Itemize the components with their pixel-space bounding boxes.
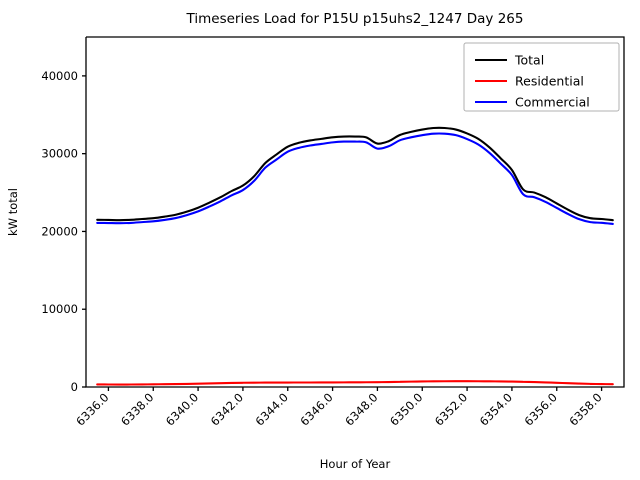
y-tick-label: 20000: [41, 224, 78, 238]
axes-spines: [85, 36, 625, 388]
y-tick-label: 10000: [41, 302, 78, 316]
y-tick-label: 0: [71, 380, 78, 394]
legend-label-commercial: Commercial: [515, 95, 590, 110]
legend-label-total: Total: [514, 53, 544, 68]
chart-legend: Total Residential Commercial: [463, 42, 620, 112]
legend-label-residential: Residential: [515, 74, 584, 89]
series-line-commercial: [96, 132, 614, 225]
y-tick-label: 40000: [41, 69, 78, 83]
series-line-total: [96, 126, 614, 222]
legend-entries: Total Residential Commercial: [475, 53, 590, 110]
y-axis-label: kW total: [6, 188, 20, 236]
chart-title: Timeseries Load for P15U p15uhs2_1247 Da…: [186, 11, 524, 27]
y-axis-ticks: 0 10000 20000 30000 40000: [41, 69, 86, 394]
y-tick-label: 30000: [41, 147, 78, 161]
series-line-residential: [96, 380, 614, 386]
x-axis-label: Hour of Year: [320, 457, 391, 471]
series-lines: [96, 126, 614, 386]
